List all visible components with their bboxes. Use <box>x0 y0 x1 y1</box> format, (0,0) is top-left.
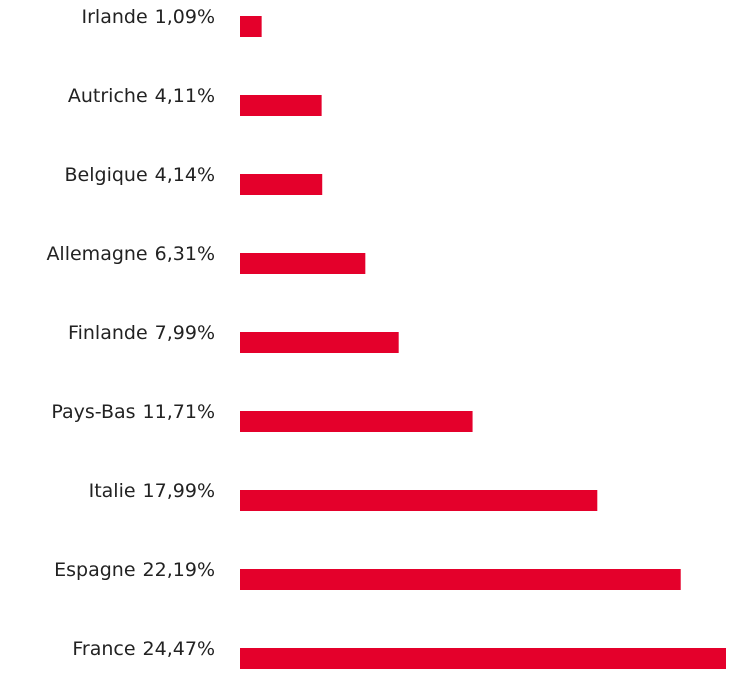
value-label: 6,31% <box>155 243 215 265</box>
category-label: Pays-Bas <box>51 401 135 423</box>
value-label: 17,99% <box>143 480 215 502</box>
category-label: Italie <box>89 480 136 502</box>
bar <box>240 332 399 353</box>
value-label: 22,19% <box>143 559 215 581</box>
bar-row: 6,31% Allemagne <box>46 243 366 274</box>
bar-row: 22,19% Espagne <box>54 559 681 590</box>
bar <box>240 648 726 669</box>
value-label: 4,11% <box>155 85 215 107</box>
bar-row: 1,09% Irlande <box>82 6 262 37</box>
value-label: 24,47% <box>143 638 215 660</box>
bar-row: 24,47% France <box>72 638 726 669</box>
category-label: Finlande <box>68 322 148 344</box>
bar <box>240 174 323 195</box>
bar-row: 17,99% Italie <box>89 480 598 511</box>
bar-row: 4,11% Autriche <box>68 85 322 116</box>
value-label: 7,99% <box>155 322 215 344</box>
bar <box>240 411 473 432</box>
category-label: Autriche <box>68 85 148 107</box>
category-label: Belgique <box>65 164 148 186</box>
bar <box>240 253 366 274</box>
value-label: 1,09% <box>155 6 215 28</box>
category-label: Espagne <box>54 559 135 581</box>
value-label: 11,71% <box>143 401 215 423</box>
category-label: France <box>72 638 135 660</box>
bar <box>240 95 322 116</box>
value-label: 4,14% <box>155 164 215 186</box>
bar <box>240 490 598 511</box>
bar-row: 7,99% Finlande <box>68 322 399 353</box>
bar <box>240 16 262 37</box>
bar <box>240 569 681 590</box>
category-label: Allemagne <box>46 243 147 265</box>
bar-row: 11,71% Pays-Bas <box>51 401 473 432</box>
bar-row: 4,14% Belgique <box>65 164 323 195</box>
category-label: Irlande <box>82 6 148 28</box>
